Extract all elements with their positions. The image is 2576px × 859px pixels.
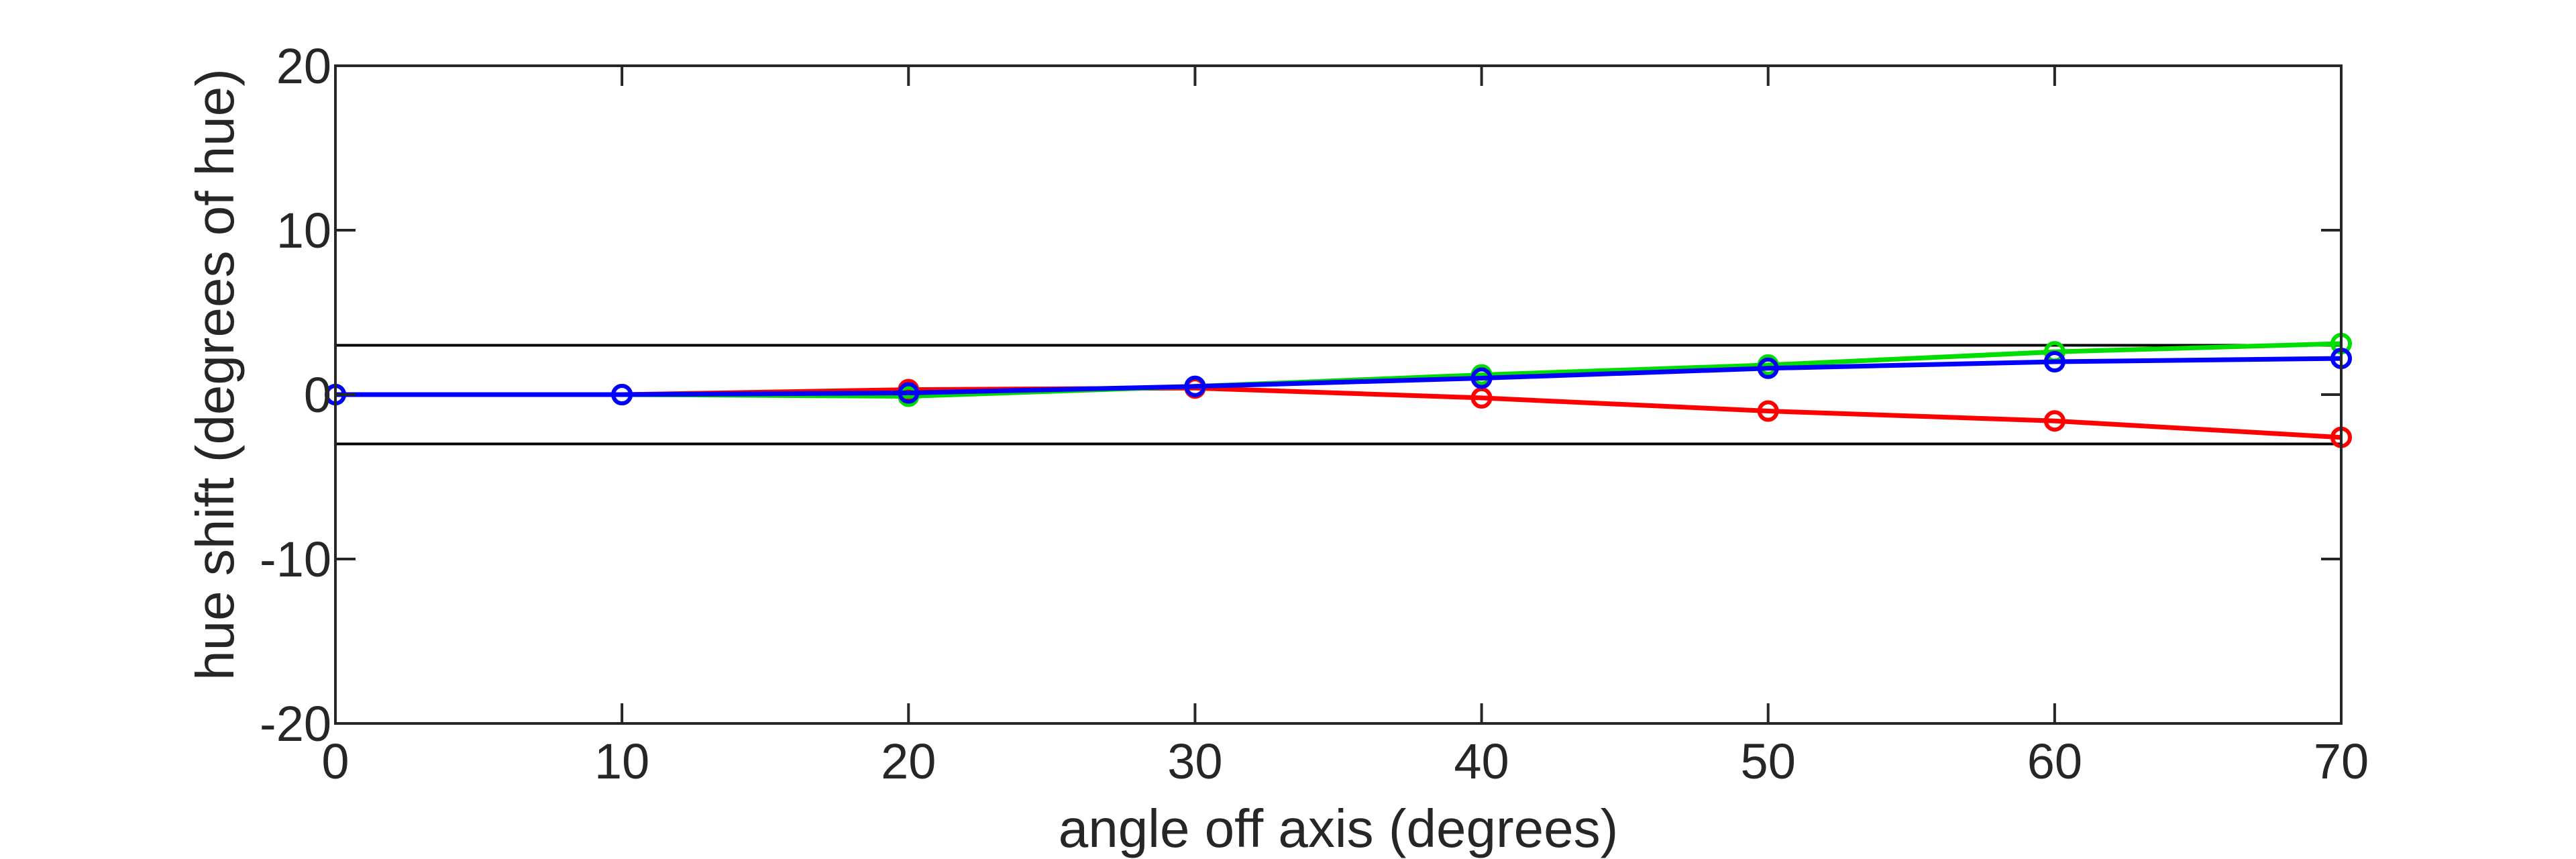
- y-tick-label: -20: [260, 696, 331, 752]
- x-tick-label: 10: [594, 734, 649, 789]
- x-tick-label: 20: [881, 734, 936, 789]
- reference-lines: [335, 344, 2341, 446]
- y-tick-label: 20: [276, 38, 331, 94]
- y-tick-label: -10: [260, 532, 331, 587]
- series-2-line: [335, 341, 2342, 399]
- x-tick-label: 60: [2027, 734, 2082, 789]
- x-axis-label: angle off axis (degrees): [1059, 799, 1619, 858]
- y-tick-label: 10: [276, 203, 331, 258]
- series-3-point: [1184, 375, 1206, 397]
- series-3-point: [2043, 351, 2065, 372]
- series-3-point: [611, 384, 633, 405]
- x-tick-label: 50: [1741, 734, 1796, 789]
- y-axis-label: hue shift (degrees of hue): [185, 68, 245, 680]
- x-tick-label: 30: [1167, 734, 1222, 789]
- y-tick-label: 0: [304, 367, 331, 423]
- axis-ticks: [334, 64, 2343, 725]
- series-3-line: [335, 356, 2342, 397]
- series-3-point: [898, 382, 920, 404]
- series-layer: [325, 333, 2352, 448]
- series-3-point: [1470, 367, 1493, 389]
- tick-labels: 0 10 20 30 40 50 60 70 -20 -10 0 10 20: [260, 38, 2369, 789]
- x-tick-label: 40: [1454, 734, 1509, 789]
- x-tick-label: 0: [321, 734, 349, 789]
- series-1-point: [1470, 387, 1493, 409]
- x-tick-label: 70: [2314, 734, 2369, 789]
- series-3-point: [1757, 357, 1779, 379]
- series-1-point: [1757, 400, 1779, 422]
- series-1-point: [2043, 410, 2065, 432]
